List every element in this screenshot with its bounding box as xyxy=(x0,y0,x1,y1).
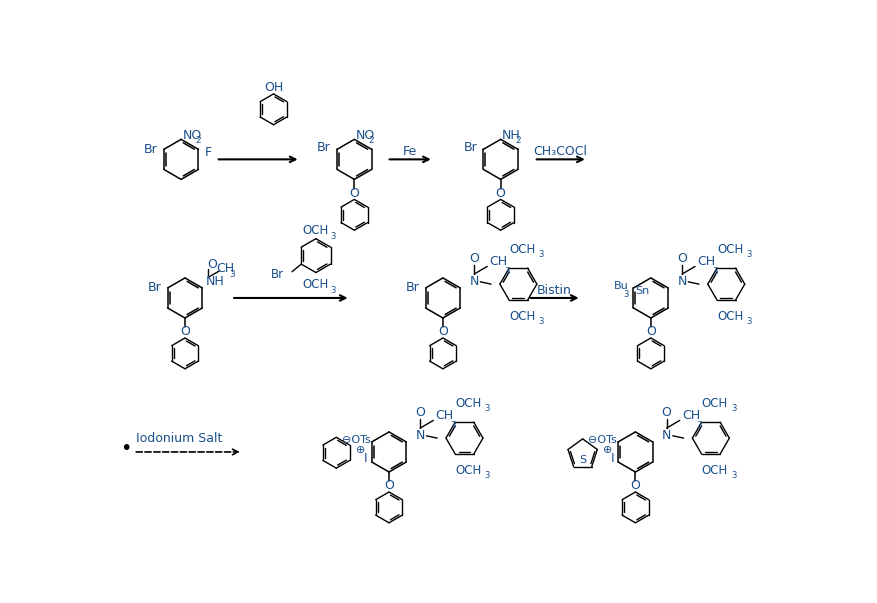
Text: N: N xyxy=(469,276,479,288)
Text: •: • xyxy=(120,438,132,458)
Text: NO: NO xyxy=(182,129,202,142)
Text: O: O xyxy=(416,406,425,419)
Text: 3: 3 xyxy=(746,317,752,326)
Text: OCH: OCH xyxy=(717,310,743,323)
Text: Fe: Fe xyxy=(403,145,417,158)
Text: I: I xyxy=(610,452,614,465)
Text: Bistin: Bistin xyxy=(537,284,572,297)
Text: F: F xyxy=(204,146,211,159)
Text: 2: 2 xyxy=(516,136,521,145)
Text: OCH: OCH xyxy=(455,397,481,410)
Text: N: N xyxy=(677,276,687,288)
Text: CH: CH xyxy=(489,254,508,268)
Text: 3: 3 xyxy=(484,472,490,481)
Text: N: N xyxy=(416,429,424,442)
Text: OCH: OCH xyxy=(702,397,728,410)
Text: 3: 3 xyxy=(712,267,717,276)
Text: Bu: Bu xyxy=(614,282,629,291)
Text: O: O xyxy=(349,187,360,200)
Text: 3: 3 xyxy=(331,232,336,241)
Text: OCH: OCH xyxy=(455,464,481,477)
Text: O: O xyxy=(677,252,687,265)
Text: NH: NH xyxy=(205,276,225,288)
Text: OCH: OCH xyxy=(303,279,329,291)
Text: N: N xyxy=(662,429,671,442)
Text: O: O xyxy=(645,326,656,338)
Text: O: O xyxy=(438,326,448,338)
Text: OCH: OCH xyxy=(702,464,728,477)
Text: NH: NH xyxy=(503,129,521,142)
Text: 3: 3 xyxy=(731,472,737,481)
Text: NO: NO xyxy=(356,129,375,142)
Text: 2: 2 xyxy=(368,136,374,145)
Text: CH: CH xyxy=(697,254,716,268)
Text: S: S xyxy=(579,455,586,466)
Text: 3: 3 xyxy=(731,405,737,413)
Text: 3: 3 xyxy=(746,250,752,259)
Text: O: O xyxy=(661,406,672,419)
Text: 3: 3 xyxy=(331,286,336,295)
Text: CH: CH xyxy=(436,408,453,421)
Text: OH: OH xyxy=(264,81,283,94)
Text: 3: 3 xyxy=(229,270,235,279)
Text: OCH: OCH xyxy=(303,224,329,238)
Text: CH: CH xyxy=(682,408,700,421)
Text: Br: Br xyxy=(317,141,331,154)
Text: 2: 2 xyxy=(195,136,201,145)
Text: O: O xyxy=(180,326,190,338)
Text: OCH: OCH xyxy=(717,243,743,256)
Text: OCH: OCH xyxy=(510,243,535,256)
Text: O: O xyxy=(496,187,506,200)
Text: Br: Br xyxy=(144,143,158,156)
Text: O: O xyxy=(384,479,394,493)
Text: 3: 3 xyxy=(484,405,490,413)
Text: Br: Br xyxy=(147,282,161,294)
Text: 3: 3 xyxy=(538,317,544,326)
Text: 3: 3 xyxy=(538,250,544,259)
Text: O: O xyxy=(207,258,217,271)
Text: ⊕: ⊕ xyxy=(602,444,612,455)
Text: O: O xyxy=(469,252,479,265)
Text: Iodonium Salt: Iodonium Salt xyxy=(137,432,223,444)
Text: 3: 3 xyxy=(624,289,629,298)
Text: Br: Br xyxy=(463,141,477,154)
Text: ⊖OTs: ⊖OTs xyxy=(588,435,617,446)
Text: CH: CH xyxy=(216,262,234,275)
Text: OCH: OCH xyxy=(510,310,535,323)
Text: O: O xyxy=(631,479,640,493)
Text: 3: 3 xyxy=(504,267,510,276)
Text: Sn: Sn xyxy=(635,286,649,296)
Text: CH₃COCl: CH₃COCl xyxy=(534,145,588,158)
Text: 3: 3 xyxy=(696,420,702,429)
Text: Br: Br xyxy=(406,282,419,294)
Text: ⊖OTs: ⊖OTs xyxy=(342,435,371,446)
Text: I: I xyxy=(364,452,367,465)
Text: 3: 3 xyxy=(450,420,456,429)
Text: ⊕: ⊕ xyxy=(356,444,366,455)
Text: Br: Br xyxy=(271,268,284,282)
